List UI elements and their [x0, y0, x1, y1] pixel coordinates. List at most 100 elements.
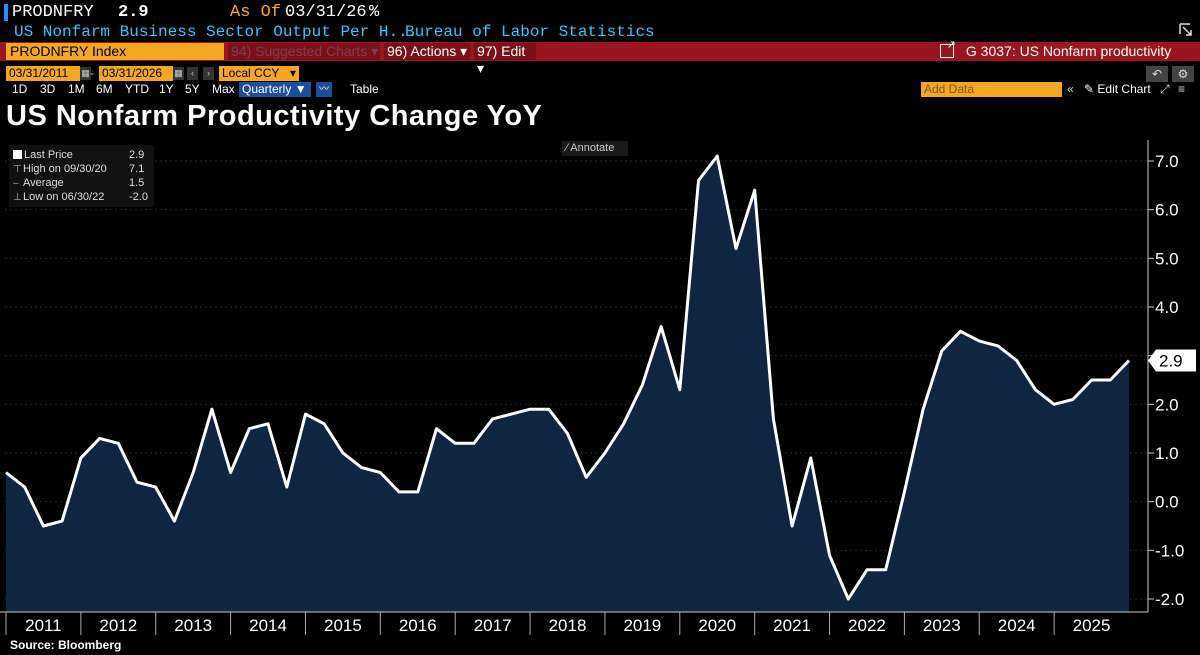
x-tick-label: 2019 — [623, 616, 661, 635]
pencil-icon: ✎ — [1084, 82, 1095, 96]
calendar-icon[interactable]: ▦ — [173, 67, 184, 80]
x-tick-label: 2014 — [249, 616, 287, 635]
chevron-right-icon[interactable]: › — [203, 67, 214, 80]
x-tick-label: 2011 — [25, 616, 62, 635]
period-ytd[interactable]: YTD — [125, 82, 149, 96]
legend-swatch — [13, 150, 22, 159]
average-marker-icon: – — [13, 178, 19, 189]
last-value: 2.9 — [118, 3, 149, 22]
add-data-input[interactable]: Add Data — [921, 82, 1062, 97]
security-header: PRODNFRY 2.9 As Of 03/31/26 % — [0, 0, 1200, 24]
dropdown-arrow-icon: ▾ — [477, 60, 485, 76]
period-1d[interactable]: 1D — [12, 82, 28, 96]
high-marker-icon: ⊤ — [13, 164, 22, 175]
legend-last-value: 2.9 — [129, 149, 145, 161]
period-1y[interactable]: 1Y — [159, 82, 174, 96]
edit-button[interactable]: 97) Edit ▾ — [474, 43, 536, 76]
x-tick-label: 2018 — [549, 616, 587, 635]
undo-icon[interactable]: ↶ — [1146, 66, 1168, 82]
expand-icon[interactable]: ⤢ — [1160, 82, 1170, 96]
frequency-label: Quarterly — [242, 82, 292, 96]
last-value-marker — [1148, 349, 1196, 372]
frequency-select[interactable]: Quarterly ▼ — [239, 82, 311, 97]
end-date-input[interactable]: 03/31/2026 — [99, 66, 173, 81]
period-selector: 1D 3D 1M 6M YTD 1Y 5Y Max Quarterly ▼ 〰 … — [0, 82, 1200, 98]
series-line — [5, 154, 1131, 601]
chevron-down-icon: ▼ — [294, 82, 307, 96]
legend-low-label: Low on 06/30/22 — [23, 191, 105, 203]
x-tick-label: 2012 — [99, 616, 137, 635]
legend-high-value: 7.1 — [129, 163, 145, 175]
line-chart-icon[interactable]: 〰 — [316, 82, 332, 97]
security-input[interactable]: PRODNFRY Index — [6, 43, 224, 60]
pencil-icon: ⁄ — [566, 142, 568, 154]
period-6m[interactable]: 6M — [96, 82, 113, 96]
chevron-left-icon[interactable]: ‹ — [187, 67, 198, 80]
suggested-charts-button[interactable]: 94) Suggested Charts ▾ — [228, 43, 380, 60]
chart-id-link[interactable]: ↗ G 3037: US Nonfarm productivity — [940, 40, 1171, 60]
dropdown-arrow-icon: ▾ — [460, 43, 468, 59]
chart-legend: Last Price 2.9 ⊤High on 09/30/20 7.1 – Av… — [9, 145, 154, 207]
series-area — [6, 156, 1129, 612]
currency-label: Local CCY — [222, 66, 280, 80]
period-3d[interactable]: 3D — [40, 82, 56, 96]
suggested-charts-label: 94) Suggested Charts — [231, 43, 368, 59]
period-1m[interactable]: 1M — [68, 82, 85, 96]
y-tick-label: 5.0 — [1155, 249, 1179, 268]
legend-last-row: Last Price 2.9 — [13, 149, 153, 162]
unit-label: % — [369, 3, 380, 22]
popout-icon[interactable] — [1178, 22, 1194, 38]
x-tick-label: 2024 — [998, 616, 1036, 635]
chart-area[interactable]: 7.06.05.04.03.02.01.00.0-1.0-2.02.920112… — [0, 140, 1200, 635]
legend-average-value: 1.5 — [129, 177, 145, 189]
x-tick-label: 2023 — [923, 616, 961, 635]
collapse-icon[interactable]: « — [1067, 82, 1074, 96]
x-tick-label: 2017 — [474, 616, 512, 635]
calendar-icon[interactable]: ▦ — [80, 67, 91, 80]
period-5y[interactable]: 5Y — [185, 82, 200, 96]
legend-low-row: ⊥Low on 06/30/22 -2.0 — [13, 191, 153, 204]
chevron-down-icon: ▾ — [289, 66, 296, 80]
legend-high-row: ⊤High on 09/30/20 7.1 — [13, 163, 153, 176]
legend-average-label: Average — [23, 177, 64, 189]
x-tick-label: 2022 — [848, 616, 886, 635]
as-of-label: As Of — [230, 3, 282, 22]
external-link-icon: ↗ — [940, 40, 956, 58]
annotate-button[interactable]: ⁄ Annotate — [562, 141, 628, 156]
legend-average-row: – Average 1.5 — [13, 177, 153, 190]
x-tick-label: 2013 — [174, 616, 212, 635]
x-tick-label: 2025 — [1073, 616, 1111, 635]
y-tick-label: 0.0 — [1155, 493, 1179, 512]
x-tick-label: 2015 — [324, 616, 362, 635]
chart-title: US Nonfarm Productivity Change YoY — [6, 100, 543, 132]
x-tick-label: 2021 — [773, 616, 811, 635]
x-tick-label: 2016 — [399, 616, 437, 635]
low-marker-icon: ⊥ — [13, 192, 22, 203]
menu-icon[interactable]: ≡ — [1178, 82, 1186, 96]
series-description: US Nonfarm Business Sector Output Per H.… — [14, 23, 418, 41]
y-tick-label: 6.0 — [1155, 201, 1179, 220]
legend-high-label: High on 09/30/20 — [23, 163, 107, 175]
actions-button[interactable]: 96) Actions ▾ — [384, 43, 470, 60]
edit-chart-button[interactable]: ✎ Edit Chart — [1084, 82, 1151, 97]
data-source: Bureau of Labor Statistics — [405, 23, 655, 41]
y-tick-label: 2.0 — [1155, 395, 1179, 414]
currency-select[interactable]: Local CCY ▾ — [219, 66, 299, 81]
edit-chart-label: Edit Chart — [1097, 82, 1151, 96]
y-tick-label: -2.0 — [1155, 590, 1184, 609]
actions-label: 96) Actions — [387, 43, 457, 59]
legend-last-label: Last Price — [24, 149, 73, 161]
y-tick-label: 1.0 — [1155, 444, 1179, 463]
source-footer: Source: Bloomberg — [10, 638, 122, 652]
period-max[interactable]: Max — [212, 82, 235, 96]
table-button[interactable]: Table — [350, 82, 379, 96]
ticker-symbol[interactable]: PRODNFRY — [12, 3, 94, 22]
settings-icon[interactable]: ⚙ — [1172, 66, 1194, 82]
date-range-row: 03/31/2011 ▦ - 03/31/2026 ▦ ‹ › Local CC… — [0, 66, 1200, 82]
date-separator: - — [90, 66, 94, 80]
annotate-label: Annotate — [570, 142, 615, 154]
y-tick-label: 7.0 — [1155, 152, 1179, 171]
dropdown-arrow-icon: ▾ — [371, 43, 379, 59]
start-date-input[interactable]: 03/31/2011 — [6, 66, 80, 81]
y-tick-label: 4.0 — [1155, 298, 1179, 317]
